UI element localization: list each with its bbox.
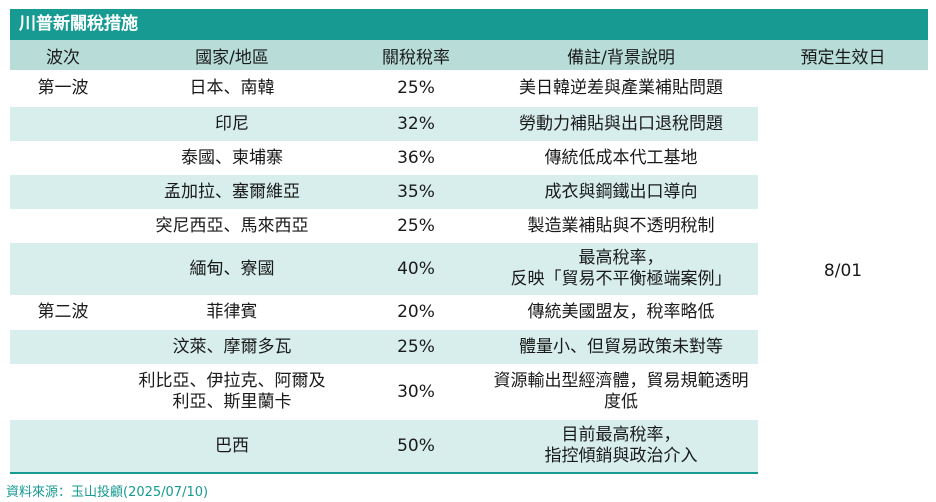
wave-cell: 第一波 — [37, 78, 89, 98]
wave-cell — [10, 209, 116, 243]
wave-cell — [10, 107, 116, 141]
country-line: 利亞、斯里蘭卡 — [172, 392, 292, 412]
rate-cell: 30% — [397, 381, 435, 402]
country-cell: 突尼西亞、馬來西亞 — [155, 215, 309, 236]
country-line: 利比亞、伊拉克、阿爾及 — [138, 371, 326, 391]
rate-cell: 35% — [348, 175, 484, 209]
source-note: 資料來源：玉山投顧(2025/07/10) — [6, 485, 209, 500]
note-line: 資源輸出型經濟體，貿易規範透明 — [493, 371, 749, 391]
note-cell: 製造業補貼與不透明稅制 — [527, 215, 715, 236]
note-line: 指控傾銷與政治介入 — [544, 446, 698, 466]
note-line: 度低 — [604, 392, 638, 412]
country-cell: 孟加拉、塞爾維亞 — [116, 175, 348, 209]
note-cell: 傳統美國盟友，稅率略低 — [527, 302, 715, 322]
table-row: 泰國、柬埔寨 36% 傳統低成本代工基地 — [10, 141, 928, 175]
table-row: 第一波 日本、南韓 25% 美日韓逆差與產業補貼問題 8/01 — [10, 70, 928, 281]
rate-cell: 36% — [397, 147, 435, 168]
table-row: 巴西 50% 目前最高稅率， 指控傾銷與政治介入 — [10, 420, 928, 474]
note-cell: 資源輸出型經濟體，貿易規範透明 度低 — [484, 364, 758, 420]
table-header-row: 波次 國家/地區 關稅稅率 備註/背景說明 預定生效日 — [10, 40, 928, 70]
header-effective-date: 預定生效日 — [758, 40, 928, 70]
tariff-table: 波次 國家/地區 關稅稅率 備註/背景說明 預定生效日 第一波 日本、南韓 25… — [10, 40, 928, 474]
wave-cell — [10, 243, 116, 295]
note-line: 最高稅率， — [578, 248, 664, 268]
note-cell: 體量小、但貿易政策未對等 — [484, 330, 758, 364]
country-cell: 汶萊、摩爾多瓦 — [116, 330, 348, 364]
note-cell: 傳統低成本代工基地 — [544, 147, 698, 168]
rate-cell: 25% — [348, 330, 484, 364]
wave-cell — [10, 175, 116, 209]
country-cell: 巴西 — [116, 420, 348, 474]
note-cell: 最高稅率， 反映「貿易不平衡極端案例」 — [484, 243, 758, 295]
table-row: 孟加拉、塞爾維亞 35% 成衣與鋼鐵出口導向 — [10, 175, 928, 209]
rate-cell: 25% — [397, 78, 435, 98]
table-row: 印尼 32% 勞動力補貼與出口退稅問題 — [10, 107, 928, 141]
rate-cell: 32% — [348, 107, 484, 141]
note-line: 反映「貿易不平衡極端案例」 — [510, 269, 732, 289]
table-row: 第二波 菲律賓 20% 傳統美國盟友，稅率略低 — [10, 295, 928, 330]
header-country: 國家/地區 — [116, 40, 348, 70]
note-cell: 目前最高稅率， 指控傾銷與政治介入 — [484, 420, 758, 474]
effective-date-cell: 8/01 — [823, 261, 863, 281]
wave-cell — [10, 330, 116, 364]
rate-cell: 20% — [397, 302, 435, 322]
note-cell: 美日韓逆差與產業補貼問題 — [519, 78, 723, 98]
country-cell: 日本、南韓 — [189, 78, 275, 98]
note-cell: 勞動力補貼與出口退稅問題 — [484, 107, 758, 141]
table-row: 汶萊、摩爾多瓦 25% 體量小、但貿易政策未對等 — [10, 330, 928, 364]
header-rate: 關稅稅率 — [348, 40, 484, 70]
country-cell: 印尼 — [116, 107, 348, 141]
header-wave: 波次 — [10, 40, 116, 70]
table-row: 利比亞、伊拉克、阿爾及 利亞、斯里蘭卡 30% 資源輸出型經濟體，貿易規範透明 … — [10, 364, 928, 420]
country-cell: 緬甸、寮國 — [116, 243, 348, 295]
note-cell: 成衣與鋼鐵出口導向 — [484, 175, 758, 209]
wave-cell — [10, 364, 116, 420]
wave-cell: 第二波 — [37, 302, 89, 322]
table-row: 緬甸、寮國 40% 最高稅率， 反映「貿易不平衡極端案例」 — [10, 243, 928, 295]
country-cell: 泰國、柬埔寨 — [181, 147, 283, 168]
rate-cell: 50% — [348, 420, 484, 474]
table-row: 突尼西亞、馬來西亞 25% 製造業補貼與不透明稅制 — [10, 209, 928, 243]
country-cell: 菲律賓 — [206, 302, 258, 322]
wave-cell — [10, 420, 116, 474]
wave-cell — [10, 141, 116, 175]
table-title: 川普新關稅措施 — [19, 14, 138, 34]
note-line: 目前最高稅率， — [561, 425, 681, 445]
country-cell: 利比亞、伊拉克、阿爾及 利亞、斯里蘭卡 — [116, 364, 348, 420]
rate-cell: 40% — [348, 243, 484, 295]
header-note: 備註/背景說明 — [484, 40, 758, 70]
table-title-bar: 川普新關稅措施 — [10, 9, 928, 40]
rate-cell: 25% — [397, 215, 435, 236]
